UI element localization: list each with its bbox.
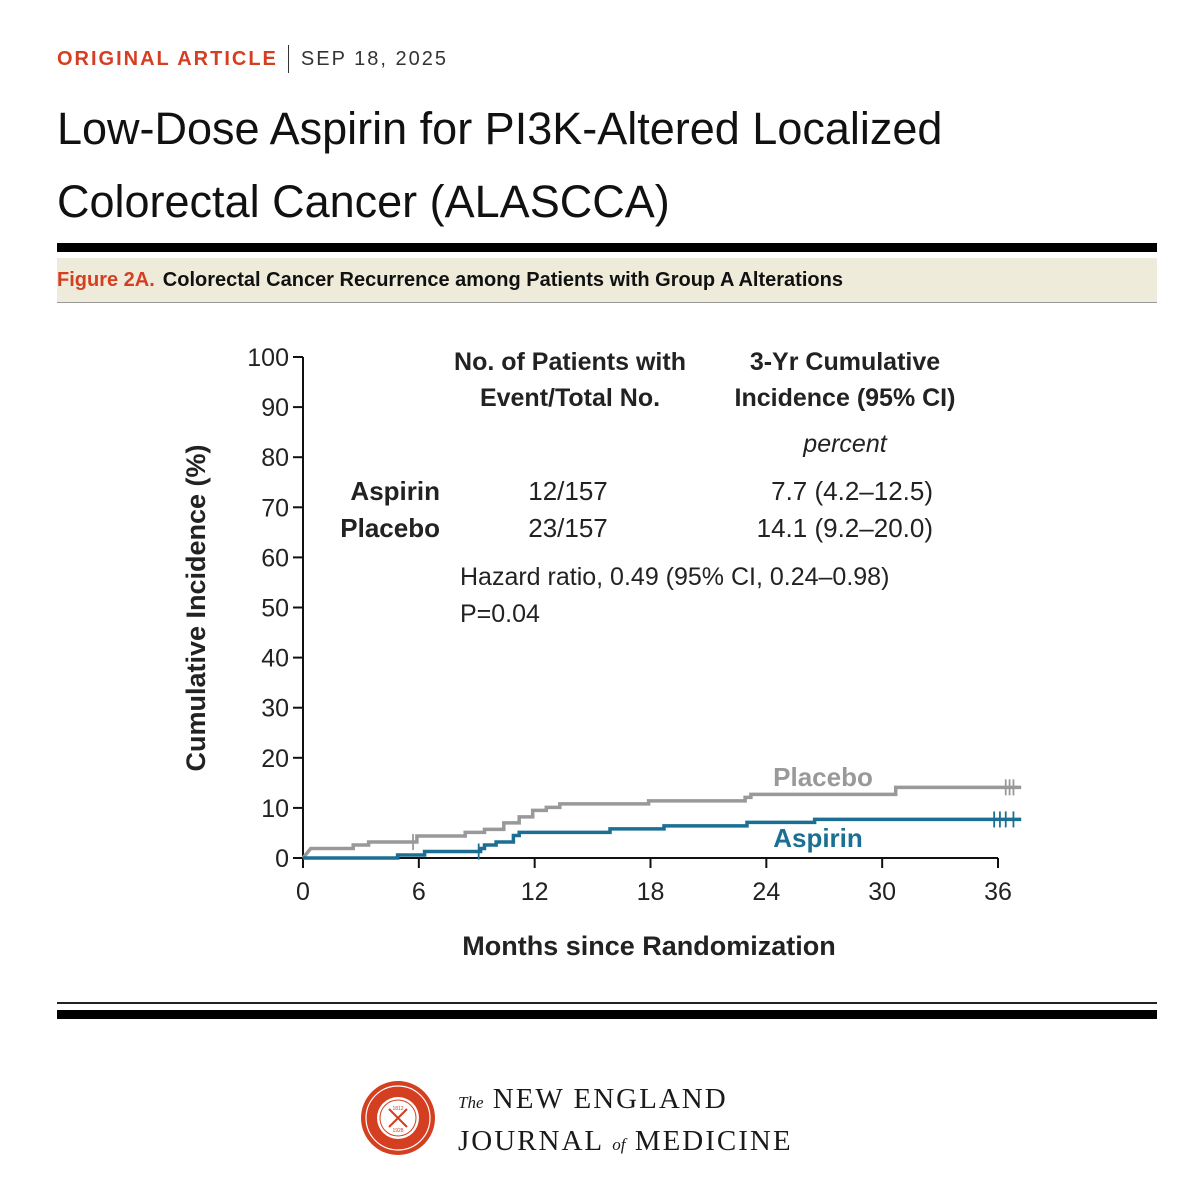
x-tick-label: 36 [984,878,1012,906]
svg-text:1812: 1812 [392,1106,403,1112]
table-row-incidence: 7.7 (4.2–12.5) [771,476,933,506]
y-tick-label: 10 [261,795,289,823]
x-tick-label: 24 [752,878,780,906]
y-tick-label: 60 [261,544,289,572]
y-tick-label: 0 [275,845,289,873]
y-tick-label: 70 [261,494,289,522]
article-title: Low-Dose Aspirin for PI3K-Altered Locali… [57,92,1157,238]
article-type-label: ORIGINAL ARTICLE [57,47,278,70]
x-tick-label: 6 [412,878,426,906]
journal-of: of [612,1135,626,1154]
aspirin-curve-label: Aspirin [773,823,863,853]
journal-line-2: JOURNAL [458,1125,604,1157]
figure-caption: Colorectal Cancer Recurrence among Patie… [162,268,843,291]
bottom-thin-rule [57,1002,1157,1004]
kicker-divider [287,45,289,73]
journal-seal-logo: 1812 1928 [361,1081,435,1155]
table-row-group: Placebo [340,513,440,543]
x-axis-label: Months since Randomization [462,931,836,961]
journal-line-2b: MEDICINE [634,1125,793,1157]
journal-line-1: NEW ENGLAND [492,1083,728,1115]
table-unit-label: percent [802,430,887,458]
journal-wordmark: The NEW ENGLAND JOURNAL of MEDICINE [458,1080,793,1164]
x-tick-label: 30 [868,878,896,906]
cumulative-incidence-chart: No. of Patients with Event/Total No. 3-Y… [181,344,1022,961]
table-row-group: Aspirin [350,476,440,506]
aspirin-series-line [303,817,1022,860]
y-tick-label: 30 [261,695,289,723]
y-tick-label: 40 [261,645,289,673]
figure-caption-bar: Figure 2A. Colorectal Cancer Recurrence … [57,258,1157,303]
article-title-line-2: Colorectal Cancer (ALASCCA) [57,176,670,227]
y-tick-label: 80 [261,444,289,472]
y-tick-label: 20 [261,745,289,773]
placebo-series-line [301,785,1022,860]
y-tick-label: 100 [247,344,289,372]
table-row-events: 23/157 [528,513,608,543]
table-row-incidence: 14.1 (9.2–20.0) [757,513,933,543]
top-thick-rule [57,243,1157,252]
y-axis-label: Cumulative Incidence (%) [181,444,211,771]
y-tick-label: 90 [261,394,289,422]
p-value-annotation: P=0.04 [460,600,540,628]
x-tick-label: 18 [637,878,665,906]
journal-footer: 1812 1928 The NEW ENGLAND JOURNAL of MED… [358,1078,858,1158]
journal-the: The [458,1093,484,1112]
article-title-line-1: Low-Dose Aspirin for PI3K-Altered Locali… [57,103,943,154]
y-tick-label: 50 [261,595,289,623]
placebo-curve-label: Placebo [773,762,873,792]
table-col2-header-line1: 3-Yr Cumulative [750,348,940,376]
article-kicker: ORIGINAL ARTICLE SEP 18, 2025 [57,45,448,73]
hazard-ratio-annotation: Hazard ratio, 0.49 (95% CI, 0.24–0.98) [460,563,889,591]
table-row-events: 12/157 [528,476,608,506]
table-col2-header-line2: Incidence (95% CI) [735,384,956,412]
figure-label: Figure 2A. [57,268,155,291]
table-col1-header-line1: No. of Patients with [454,348,686,376]
table-col1-header-line2: Event/Total No. [480,384,660,412]
article-date: SEP 18, 2025 [300,47,448,70]
x-tick-label: 12 [521,878,549,906]
svg-text:1928: 1928 [392,1128,403,1134]
x-tick-label: 0 [296,878,310,906]
bottom-thick-rule [57,1010,1157,1019]
